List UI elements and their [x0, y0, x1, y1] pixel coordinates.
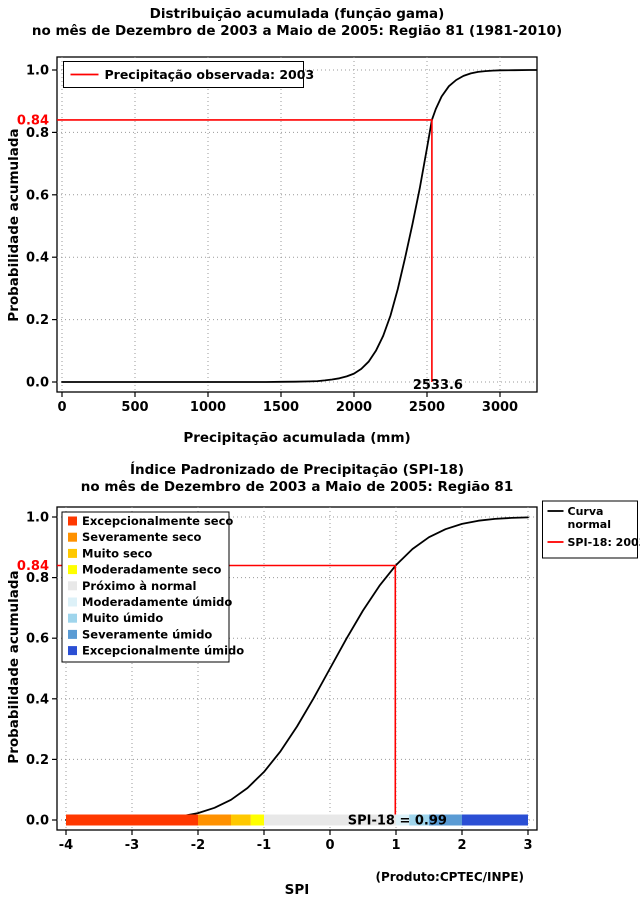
spi-category-bar [66, 814, 528, 826]
category-swatch [68, 613, 77, 623]
y-tick-label: 0.0 [26, 376, 49, 391]
plot-frame [56, 56, 538, 393]
category-segment [429, 814, 462, 826]
category-swatch [68, 548, 77, 558]
cdf-curve [61, 69, 538, 383]
annotation-probability-label: 0.84 [17, 559, 49, 574]
category-segment [462, 814, 528, 826]
chart1-y-axis-label: Probabilidade acumulada [6, 128, 22, 322]
category-swatch [68, 565, 77, 575]
y-tick-label: 0.8 [26, 126, 49, 141]
x-tick-label: -3 [125, 838, 139, 853]
category-segment [250, 814, 264, 826]
spi-category-legend: Excepcionalmente seco Severamente seco Mui… [61, 511, 244, 663]
x-tick-label: 2000 [336, 400, 372, 415]
category-swatch [68, 581, 77, 591]
category-swatch [68, 516, 77, 526]
axes: 0 500 1000 1500 2000 2500 3000 0.0 0.2 0.4 0.6 0.8 1… [26, 64, 518, 416]
x-tick-label: 500 [121, 400, 148, 415]
x-tick-label: 0 [325, 838, 334, 853]
legend-label: Curva [568, 505, 604, 518]
plot-group-1: -4 -3 -2 -1 0 1 2 3 0.0 0.2 0.4 0.6 0.8 1.0 0.84 SPI-18… [17, 500, 640, 854]
x-tick-label: 3000 [482, 400, 518, 415]
chart2-subtitle: no mês de Dezembro de 2003 a Maio de 200… [80, 479, 514, 495]
y-tick-label: 0.0 [26, 814, 49, 829]
x-tick-label: 1 [391, 838, 400, 853]
category-segment [409, 814, 429, 826]
category-segment [198, 814, 231, 826]
chart2-y-axis-label: Probabilidade acumulada [6, 570, 22, 764]
category-segment [231, 814, 251, 826]
x-tick-label: -1 [257, 838, 271, 853]
plot-group-0: 0 500 1000 1500 2000 2500 3000 0.0 0.2 0.4 0.6 0.8 1… [17, 56, 538, 416]
spi-value-label: SPI-18 = 0.99 [348, 814, 447, 829]
legend-label: normal [568, 518, 611, 531]
chart2-title: Índice Padronizado de Precipitação (SPI-… [129, 462, 465, 478]
y-tick-label: 0.8 [26, 571, 49, 586]
gamma-cdf-plot: 0 500 1000 1500 2000 2500 3000 0.0 0.2 0.4 0.6 0.8 1… [17, 56, 538, 416]
annotation-x-value-label: 2533.6 [413, 378, 463, 393]
y-tick-label: 0.6 [26, 188, 49, 203]
chart2-x-axis-label: SPI [284, 882, 310, 898]
chart1-x-axis-label: Precipitação acumulada (mm) [183, 430, 411, 446]
observed-value-lines [57, 119, 433, 382]
category-swatch [68, 597, 77, 607]
product-credit: (Produto:CPTEC/INPE) [375, 870, 524, 884]
x-tick-label: 0 [57, 400, 66, 415]
category-label: Severamente úmido [82, 627, 212, 641]
legend-label: Precipitação observada: 2003 [105, 67, 315, 82]
y-tick-label: 0.4 [26, 251, 49, 266]
x-tick-label: 2 [457, 838, 466, 853]
category-label: Excepcionalmente úmido [82, 644, 244, 658]
chart1-title: Distribuição acumulada (função gama) [149, 6, 445, 22]
category-swatch [68, 646, 77, 656]
x-tick-label: -2 [191, 838, 205, 853]
category-label: Muito seco [82, 546, 152, 560]
category-segment [66, 814, 198, 826]
category-label: Excepcionalmente seco [82, 514, 233, 528]
chart1-subtitle: no mês de Dezembro de 2003 a Maio de 200… [31, 23, 563, 39]
line-legend: Precipitação observada: 2003 [63, 61, 315, 88]
annotation-probability-label: 0.84 [17, 113, 49, 128]
axes: -4 -3 -2 -1 0 1 2 3 0.0 0.2 0.4 0.6 0.8 1.0 [26, 511, 533, 854]
x-tick-label: -4 [59, 838, 73, 853]
y-tick-label: 0.2 [26, 753, 49, 768]
x-tick-label: 1000 [190, 400, 226, 415]
category-swatch [68, 629, 77, 639]
spi-cdf-chart: -4 -3 -2 -1 0 1 2 3 0.0 0.2 0.4 0.6 0.8 1.0 0.84 SPI-18… [0, 455, 640, 900]
legend-label: SPI-18: 2003 [568, 536, 640, 549]
category-label: Muito úmido [82, 611, 163, 625]
y-tick-label: 0.6 [26, 632, 49, 647]
category-segment [264, 814, 396, 826]
category-label: Próximo à normal [82, 579, 196, 593]
y-tick-label: 1.0 [26, 64, 49, 79]
x-tick-label: 1500 [263, 400, 299, 415]
y-tick-label: 0.4 [26, 692, 49, 707]
y-tick-label: 1.0 [26, 511, 49, 526]
category-label: Severamente seco [82, 530, 202, 544]
gamma-cdf-chart: 0 500 1000 1500 2000 2500 3000 0.0 0.2 0.4 0.6 0.8 1… [6, 6, 563, 446]
category-segment [396, 814, 410, 826]
category-swatch [68, 532, 77, 542]
category-label: Moderadamente seco [82, 563, 222, 577]
x-tick-label: 2500 [409, 400, 445, 415]
y-tick-label: 0.2 [26, 313, 49, 328]
spi-cdf-plot: -4 -3 -2 -1 0 1 2 3 0.0 0.2 0.4 0.6 0.8 1.0 0.84 SPI-18… [17, 500, 640, 854]
category-label: Moderadamente úmido [82, 595, 232, 609]
x-tick-label: 3 [523, 838, 532, 853]
